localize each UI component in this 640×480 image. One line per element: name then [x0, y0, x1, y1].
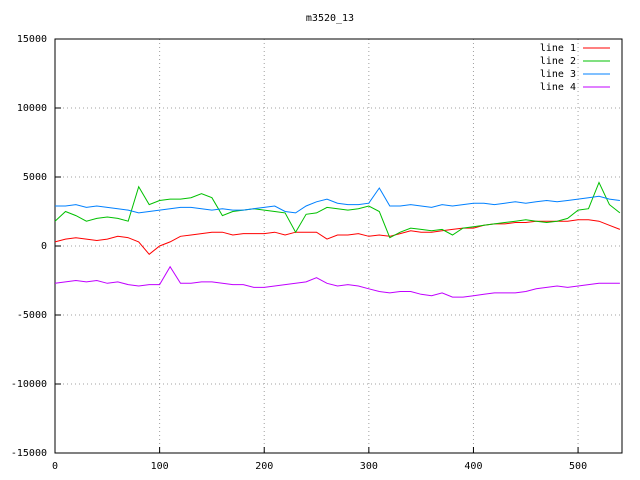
x-tick-label: 0 [52, 461, 58, 472]
x-tick-label: 400 [464, 461, 482, 472]
plot-frame [54, 38, 623, 454]
y-tick-label: -15000 [11, 448, 47, 459]
y-tick-label: -10000 [11, 379, 47, 390]
x-tick-label: 200 [255, 461, 273, 472]
y-tick-label: -5000 [17, 310, 47, 321]
y-tick-label: 15000 [17, 34, 47, 45]
legend-label: line 1 [540, 43, 576, 54]
chart-title: m3520_13 [306, 13, 354, 24]
legend-label: line 4 [540, 82, 576, 93]
legend-label: line 2 [540, 56, 576, 67]
legend-label: line 3 [540, 69, 576, 80]
y-tick-label: 5000 [23, 172, 47, 183]
y-tick-label: 10000 [17, 103, 47, 114]
series-line [54, 265, 620, 298]
x-tick-label: 100 [151, 461, 169, 472]
y-tick-label: 0 [41, 241, 47, 252]
series-line [54, 219, 621, 255]
series-line [55, 187, 620, 214]
series-line [54, 181, 621, 239]
x-tick-label: 500 [569, 461, 587, 472]
x-tick-label: 300 [360, 461, 378, 472]
